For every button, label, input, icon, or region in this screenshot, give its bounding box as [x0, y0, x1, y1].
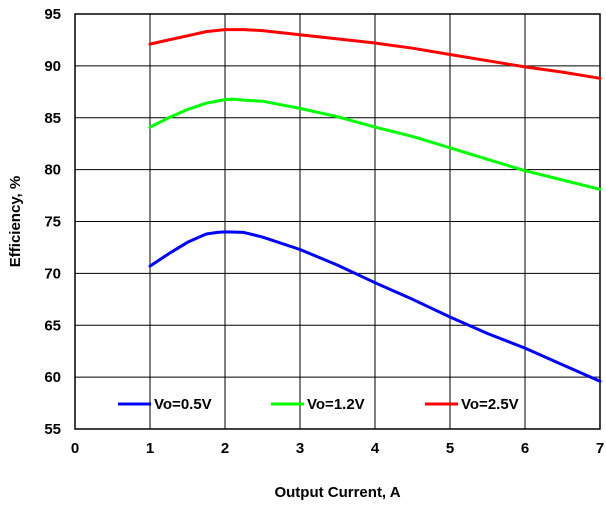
y-tick-label: 85	[44, 110, 61, 127]
y-tick-label: 80	[44, 162, 61, 179]
y-tick-label: 60	[44, 369, 61, 386]
y-tick-label: 55	[44, 421, 61, 438]
x-tick-label: 6	[521, 440, 529, 457]
x-tick-label: 2	[221, 440, 229, 457]
series-line-3	[148, 28, 602, 80]
x-tick-label: 7	[596, 440, 604, 457]
series-lines	[148, 28, 602, 383]
x-axis-label: Output Current, A	[274, 484, 400, 501]
x-tick-label: 0	[71, 440, 79, 457]
x-tick-label: 1	[146, 440, 154, 457]
plot-area-border	[74, 13, 601, 430]
y-tick-label: 65	[44, 317, 61, 334]
x-tick-label: 4	[371, 440, 380, 457]
y-tick-label: 95	[44, 6, 61, 23]
y-tick-label: 70	[44, 265, 61, 282]
x-tick-label: 5	[446, 440, 454, 457]
y-tick-label: 75	[44, 214, 61, 231]
y-tick-label: 90	[44, 58, 61, 75]
y-tick-labels: 55 60 65 70 75 80 85 90 95	[44, 6, 61, 438]
legend-label: Vo=0.5V	[154, 396, 212, 413]
x-tick-labels: 0 1 2 3 4 5 6 7	[71, 440, 604, 457]
x-tick-label: 3	[296, 440, 304, 457]
gridlines	[74, 13, 601, 430]
y-axis-label: Efficiency, %	[7, 176, 24, 267]
legend-label: Vo=1.2V	[307, 396, 365, 413]
legend-label: Vo=2.5V	[461, 396, 519, 413]
legend: Vo=0.5V Vo=1.2V Vo=2.5V	[118, 396, 519, 413]
series-line-1	[148, 230, 602, 383]
series-line-2	[148, 97, 602, 191]
